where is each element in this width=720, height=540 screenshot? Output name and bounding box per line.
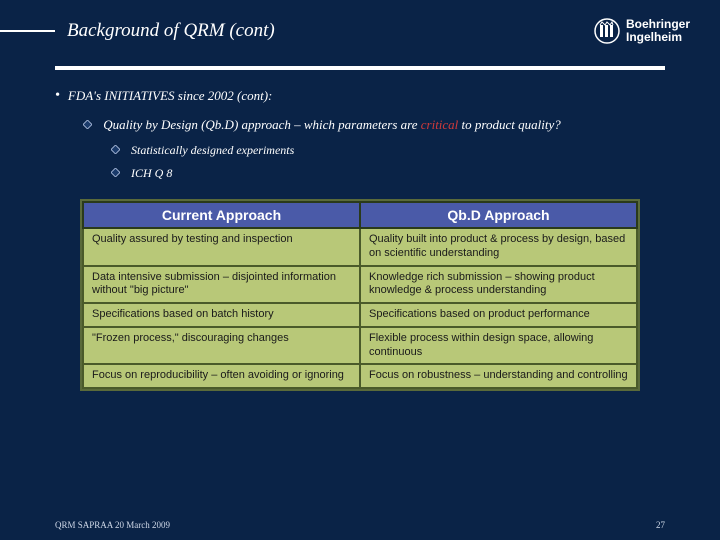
table-row: Specifications based on batch history Sp… xyxy=(83,303,637,327)
diamond-icon xyxy=(83,120,92,129)
cell: Knowledge rich submission – showing prod… xyxy=(360,266,637,304)
table-body: Quality assured by testing and inspectio… xyxy=(83,228,637,388)
company-name: Boehringer Ingelheim xyxy=(626,18,690,44)
sub1-critical: critical xyxy=(421,117,459,132)
slide-header: Background of QRM (cont) Boehringer Inge… xyxy=(0,0,720,54)
cell: Data intensive submission – disjointed i… xyxy=(83,266,360,304)
cell: Quality assured by testing and inspectio… xyxy=(83,228,360,266)
footer-page: 27 xyxy=(656,520,665,530)
table-row: Focus on reproducibility – often avoidin… xyxy=(83,364,637,388)
header-divider xyxy=(55,66,665,70)
diamond-icon xyxy=(111,168,120,177)
sub1-pre: Quality by Design (Qb.D) approach – whic… xyxy=(103,117,421,132)
cell: Focus on robustness – understanding and … xyxy=(360,364,637,388)
comparison-table: Current Approach Qb.D Approach Quality a… xyxy=(82,201,638,389)
slide-title: Background of QRM (cont) xyxy=(67,20,594,42)
sub2a-text: Statistically designed experiments xyxy=(131,143,294,157)
cell: Focus on reproducibility – often avoidin… xyxy=(83,364,360,388)
bullet-sub2b: ICH Q 8 xyxy=(111,166,665,181)
table-row: "Frozen process," discouraging changes F… xyxy=(83,327,637,365)
col-header-qbd: Qb.D Approach xyxy=(360,202,637,228)
logo-icon xyxy=(594,18,620,44)
cell: Specifications based on batch history xyxy=(83,303,360,327)
col-header-current: Current Approach xyxy=(83,202,360,228)
company-line2: Ingelheim xyxy=(626,31,690,44)
company-logo: Boehringer Ingelheim xyxy=(594,18,690,44)
table-row: Data intensive submission – disjointed i… xyxy=(83,266,637,304)
sub2b-text: ICH Q 8 xyxy=(131,166,172,180)
bullet-main: • FDA's INITIATIVES since 2002 (cont): xyxy=(55,88,665,105)
header-accent-line xyxy=(0,30,55,32)
bullet-main-text: FDA's INITIATIVES since 2002 (cont): xyxy=(68,88,272,104)
cell: Quality built into product & process by … xyxy=(360,228,637,266)
slide-footer: QRM SAPRAA 20 March 2009 27 xyxy=(55,520,665,530)
cell: Specifications based on product performa… xyxy=(360,303,637,327)
diamond-icon xyxy=(111,145,120,154)
table-header-row: Current Approach Qb.D Approach xyxy=(83,202,637,228)
bullet-sub2a: Statistically designed experiments xyxy=(111,143,665,158)
cell: "Frozen process," discouraging changes xyxy=(83,327,360,365)
slide-content: • FDA's INITIATIVES since 2002 (cont): Q… xyxy=(0,88,720,391)
sub1-post: to product quality? xyxy=(458,117,560,132)
cell: Flexible process within design space, al… xyxy=(360,327,637,365)
comparison-table-wrap: Current Approach Qb.D Approach Quality a… xyxy=(80,199,640,391)
table-row: Quality assured by testing and inspectio… xyxy=(83,228,637,266)
footer-left: QRM SAPRAA 20 March 2009 xyxy=(55,520,170,530)
bullet-dot-icon: • xyxy=(55,88,60,105)
bullet-sub1: Quality by Design (Qb.D) approach – whic… xyxy=(83,117,665,133)
